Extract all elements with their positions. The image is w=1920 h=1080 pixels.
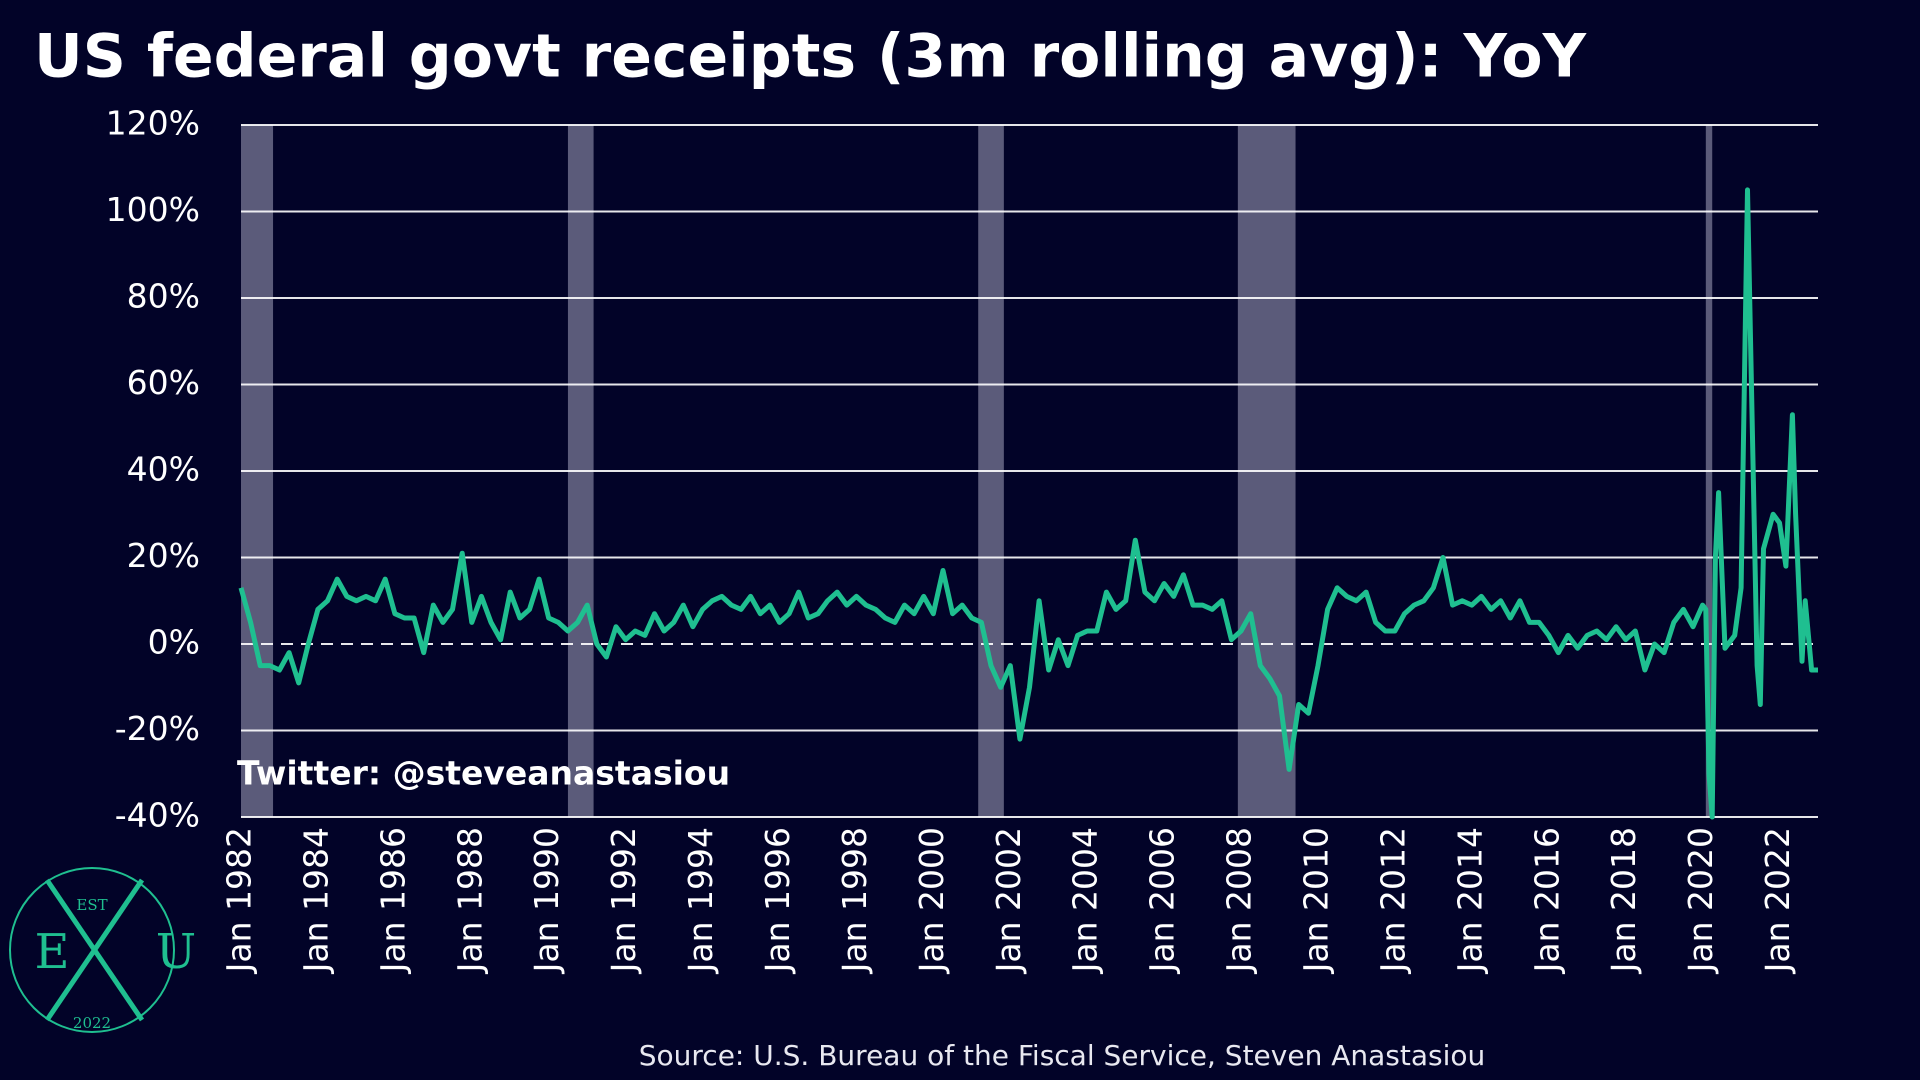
- x-tick-label: Jan 2016: [1527, 827, 1566, 974]
- data-line: [238, 187, 1818, 820]
- logo-text: 2022: [73, 1014, 111, 1032]
- logo-text: E: [34, 924, 69, 980]
- y-tick-label: -40%: [115, 796, 200, 835]
- logo: EST E U 2022: [9, 867, 196, 1033]
- x-tick-label: Jan 1988: [450, 827, 489, 974]
- x-tick-label: Jan 1984: [296, 827, 335, 974]
- x-tick-label: Jan 2022: [1758, 827, 1797, 974]
- grid: [241, 124, 1818, 818]
- x-tick-label: Jan 1994: [681, 827, 720, 974]
- x-tick-label: Jan 2012: [1373, 827, 1412, 974]
- y-tick-label: 0%: [148, 623, 200, 662]
- x-tick-label: Jan 1998: [835, 827, 874, 974]
- x-tick-label: Jan 1982: [220, 827, 259, 974]
- data-lines: [238, 187, 1818, 820]
- y-tick-label: 40%: [127, 450, 200, 489]
- y-tick-label: 100%: [106, 190, 200, 229]
- y-tick-label: 60%: [127, 363, 200, 402]
- y-tick-label: -20%: [115, 709, 200, 748]
- x-tick-label: Jan 2018: [1604, 827, 1643, 974]
- chart-title: US federal govt receipts (3m rolling avg…: [34, 22, 1588, 92]
- x-tick-label: Jan 2006: [1143, 827, 1182, 974]
- logo-circle: [9, 867, 175, 1033]
- x-tick-label: Jan 2014: [1450, 827, 1489, 974]
- y-tick-label: 20%: [127, 536, 200, 575]
- x-tick-label: Jan 1990: [527, 827, 566, 974]
- x-tick-label: Jan 2002: [989, 827, 1028, 974]
- x-tick-label: Jan 2000: [912, 827, 951, 974]
- x-tick-label: Jan 2010: [1296, 827, 1335, 974]
- logo-stroke: [44, 878, 145, 1022]
- x-tick-label: Jan 1986: [373, 827, 412, 974]
- x-tick-label: Jan 2004: [1066, 827, 1105, 974]
- labels: -40% -20% 0% 20% 40% 60% 80% 100% 120% Jan 1982 Ja…: [106, 104, 1797, 975]
- x-tick-label: Jan 1996: [758, 827, 797, 974]
- x-tick-label: Jan 1992: [604, 827, 643, 974]
- x-tick-label: Jan 2008: [1220, 827, 1259, 974]
- x-tick-label: Jan 2020: [1681, 827, 1720, 974]
- annotation: Twitter: @steveanastasiou: [237, 754, 730, 793]
- source: Source: U.S. Bureau of the Fiscal Servic…: [639, 1039, 1486, 1072]
- logo-text: EST: [76, 896, 107, 914]
- logo-text: U: [156, 924, 196, 980]
- y-tick-label: 80%: [127, 277, 200, 316]
- y-tick-label: 120%: [106, 104, 200, 143]
